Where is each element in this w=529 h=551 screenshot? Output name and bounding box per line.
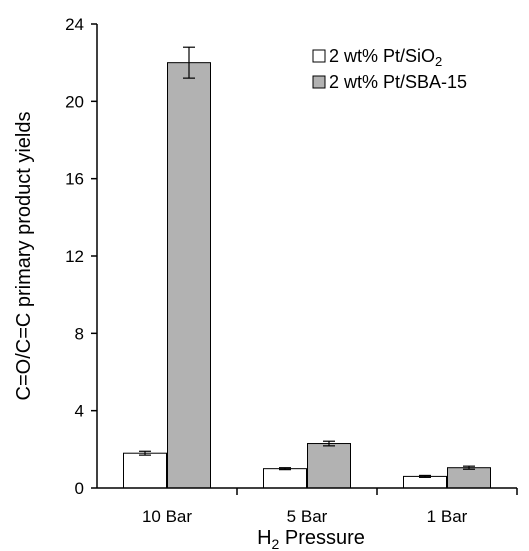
bar-series-1 bbox=[403, 475, 447, 489]
bar-series-1 bbox=[263, 468, 307, 489]
y-tick-label: 4 bbox=[75, 402, 84, 421]
axes-group bbox=[96, 24, 517, 489]
y-tick-label: 8 bbox=[75, 324, 84, 343]
y-tick-label: 20 bbox=[65, 92, 84, 111]
y-ticks-group: 0 4 8 12 16 20 24 bbox=[65, 15, 97, 498]
bar-series-2 bbox=[307, 443, 351, 489]
bar-series-2 bbox=[167, 62, 211, 489]
x-tick-label: 5 Bar bbox=[287, 507, 328, 526]
legend-label-series-2: 2 wt% Pt/SBA-15 bbox=[329, 72, 467, 92]
x-tick-label: 1 Bar bbox=[427, 507, 468, 526]
y-tick-label: 0 bbox=[75, 479, 84, 498]
x-axis-title: H2 Pressure bbox=[257, 527, 365, 551]
x-ticks-group: 10 Bar 5 Bar 1 Bar bbox=[142, 488, 518, 526]
x-tick-label: 10 Bar bbox=[142, 507, 192, 526]
legend-swatch-series-2 bbox=[312, 75, 326, 89]
error-bars-group bbox=[139, 46, 475, 478]
y-axis-title: C=O/C=C primary product yields bbox=[13, 112, 35, 401]
legend-swatch-series-1 bbox=[312, 49, 326, 63]
legend-label-series-1: 2 wt% Pt/SiO2 bbox=[329, 46, 442, 69]
bars-group bbox=[123, 62, 491, 489]
bar-series-1 bbox=[123, 452, 167, 489]
y-tick-label: 24 bbox=[65, 15, 84, 34]
bar-series-2 bbox=[447, 467, 491, 489]
y-tick-label: 16 bbox=[65, 170, 84, 189]
legend: 2 wt% Pt/SiO2 2 wt% Pt/SBA-15 bbox=[312, 46, 467, 92]
y-tick-label: 12 bbox=[65, 247, 84, 266]
